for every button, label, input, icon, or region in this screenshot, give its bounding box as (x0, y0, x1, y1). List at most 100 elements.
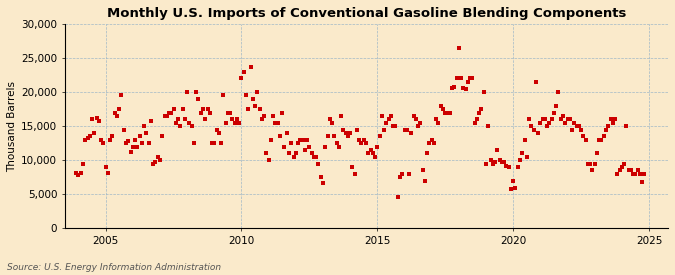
Point (213, 131, 224, 135)
Point (300, 148, 310, 152)
Point (80, 138, 90, 142)
Point (385, 114, 396, 118)
Point (118, 127, 129, 132)
Point (318, 181, 329, 185)
Point (496, 160, 507, 164)
Point (483, 124, 493, 128)
Point (544, 120, 555, 125)
Point (100, 165, 111, 169)
Point (574, 124, 585, 128)
Point (395, 175, 406, 180)
Point (223, 110, 234, 115)
Point (139, 124, 150, 128)
Point (489, 160, 500, 164)
Point (200, 117, 211, 122)
Point (134, 134, 145, 139)
Point (263, 158, 274, 163)
Point (456, 76, 466, 81)
Point (358, 138, 369, 142)
Point (270, 120, 281, 125)
Point (254, 107, 265, 111)
Point (89, 131, 100, 135)
Point (363, 151, 374, 156)
Point (342, 134, 353, 139)
Point (331, 141, 342, 145)
Point (121, 141, 132, 145)
Point (562, 117, 573, 122)
Point (591, 151, 602, 156)
Point (551, 103, 562, 108)
Point (462, 80, 473, 84)
Point (422, 151, 433, 156)
Point (424, 141, 435, 145)
Point (82, 136, 93, 141)
Point (123, 139, 134, 143)
Point (302, 138, 313, 142)
Point (111, 114, 122, 118)
Point (467, 76, 478, 81)
Point (531, 80, 541, 84)
Point (209, 141, 219, 145)
Point (512, 165, 523, 169)
Point (225, 110, 236, 115)
Point (616, 165, 627, 169)
Point (161, 114, 172, 118)
Point (632, 168, 643, 173)
Point (338, 127, 349, 132)
Point (268, 114, 279, 118)
Point (603, 124, 614, 128)
Point (195, 110, 206, 115)
Point (265, 138, 276, 142)
Point (605, 117, 616, 122)
Point (261, 151, 272, 156)
Point (281, 131, 292, 135)
Point (365, 148, 376, 152)
Point (447, 86, 458, 90)
Point (186, 124, 197, 128)
Point (310, 155, 321, 159)
Point (159, 114, 170, 118)
Point (537, 117, 548, 122)
Point (148, 161, 159, 166)
Point (322, 134, 333, 139)
Point (91, 116, 102, 120)
Point (173, 117, 184, 122)
Point (514, 158, 525, 163)
Point (116, 93, 127, 98)
Point (528, 127, 539, 132)
Point (284, 151, 294, 156)
Point (542, 124, 553, 128)
Point (501, 164, 512, 168)
Point (381, 120, 392, 125)
Point (347, 165, 358, 169)
Point (277, 110, 288, 115)
Point (387, 124, 398, 128)
Point (178, 107, 188, 111)
Point (630, 172, 641, 176)
Point (356, 141, 367, 145)
Point (598, 134, 609, 139)
Point (163, 110, 174, 115)
Point (313, 161, 324, 166)
Point (392, 195, 403, 199)
Point (533, 131, 543, 135)
Point (517, 151, 528, 156)
Point (614, 168, 625, 173)
Point (275, 134, 286, 139)
Point (109, 110, 120, 115)
Point (504, 165, 514, 169)
Point (136, 141, 147, 145)
Point (103, 170, 113, 175)
Point (444, 110, 455, 115)
Point (417, 168, 428, 173)
Point (132, 144, 142, 149)
Point (476, 107, 487, 111)
Point (84, 134, 95, 139)
Point (429, 141, 439, 145)
Point (243, 107, 254, 111)
Point (141, 131, 152, 135)
Point (329, 134, 340, 139)
Point (521, 155, 532, 159)
Point (130, 138, 140, 142)
Point (232, 117, 242, 122)
